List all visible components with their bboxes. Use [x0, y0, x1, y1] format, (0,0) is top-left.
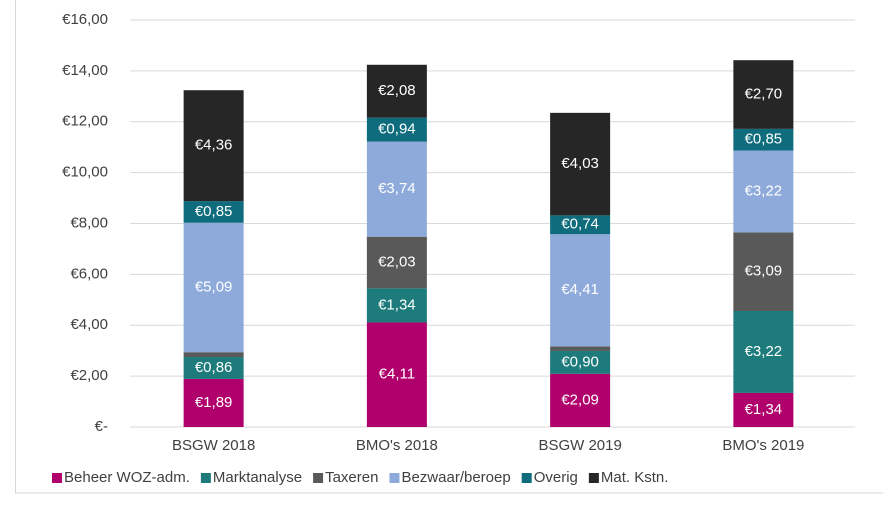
data-label: €3,74 [378, 180, 416, 197]
y-tick-label: €6,00 [70, 265, 108, 282]
data-label: €1,34 [745, 401, 783, 418]
data-label: €0,86 [195, 359, 233, 376]
y-tick-label: €16,00 [62, 11, 108, 28]
data-label: €5,09 [195, 278, 233, 295]
y-tick-label: €8,00 [70, 214, 108, 231]
data-label: €2,70 [745, 86, 783, 103]
x-tick-label: BMO's 2019 [722, 437, 804, 454]
data-label: €0,85 [195, 203, 233, 220]
y-tick-label: €- [95, 418, 108, 435]
y-tick-label: €4,00 [70, 316, 108, 333]
data-label: €0,74 [561, 216, 599, 233]
legend-swatch [201, 473, 211, 483]
data-label: €3,22 [745, 182, 783, 199]
data-label: €3,22 [745, 343, 783, 360]
legend-swatch [589, 473, 599, 483]
data-label: €2,08 [378, 82, 416, 99]
y-tick-label: €2,00 [70, 367, 108, 384]
x-tick-label: BSGW 2018 [172, 437, 255, 454]
bar-segment [184, 352, 244, 357]
legend-label: Bezwaar/beroep [401, 469, 510, 486]
data-label: €4,11 [379, 366, 415, 383]
data-label: €4,03 [561, 155, 599, 172]
data-label: €1,89 [195, 394, 233, 411]
legend-label: Overig [534, 469, 578, 486]
y-tick-label: €12,00 [62, 113, 108, 130]
x-tick-label: BSGW 2019 [538, 437, 621, 454]
y-tick-label: €10,00 [62, 164, 108, 181]
legend-label: Marktanalyse [213, 469, 302, 486]
x-tick-label: BMO's 2018 [356, 437, 438, 454]
legend-swatch [389, 473, 399, 483]
y-tick-label: €14,00 [62, 62, 108, 79]
data-label: €4,41 [561, 281, 599, 298]
data-label: €4,36 [195, 137, 233, 154]
legend-swatch [522, 473, 532, 483]
bar-segment [550, 346, 610, 351]
data-label: €2,03 [378, 254, 416, 271]
legend-label: Beheer WOZ-adm. [64, 469, 190, 486]
data-label: €1,34 [378, 296, 416, 313]
data-label: €0,85 [745, 131, 783, 148]
legend-swatch [52, 473, 62, 483]
legend-label: Mat. Kstn. [601, 469, 669, 486]
legend-swatch [313, 473, 323, 483]
data-label: €3,09 [745, 263, 783, 280]
data-label: €0,90 [561, 353, 599, 370]
data-label: €0,94 [378, 121, 416, 138]
data-label: €2,09 [561, 391, 599, 408]
legend-label: Taxeren [325, 469, 378, 486]
